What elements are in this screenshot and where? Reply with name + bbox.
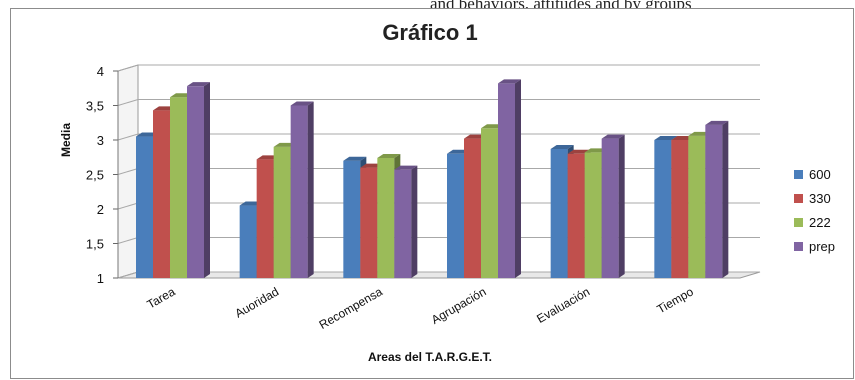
bar-front [654,140,672,278]
chart-title: Gráfico 1 [382,20,477,45]
bar-front [290,105,308,278]
legend-swatch [794,218,803,227]
bar-front [343,160,361,278]
bar-front [567,153,585,278]
x-tick-label: Tiempo [655,284,697,316]
y-axis-ticks: 1 1,5 2 2,5 3 3,5 4 [86,64,119,286]
bar-side [618,134,625,278]
bar-front [705,124,723,278]
legend-label: prep [809,239,835,254]
legend-swatch [794,194,803,203]
y-tick-label: 1,5 [86,237,104,252]
legend-swatch [794,242,803,251]
bar-top [187,82,210,87]
bar-front [239,205,257,278]
bar-front [550,148,568,278]
bar-prep-tarea [187,82,210,279]
legend: 600 330 222 prep [794,167,835,254]
y-tick-label: 4 [97,64,104,79]
x-axis-categories: Tarea Auoridad Recompensa Agrupación Evaluac… [144,284,696,332]
bar-front [671,140,689,278]
bar-front [136,136,153,278]
bar-front [584,152,602,278]
bar-prep-auoridad [290,101,314,278]
bar-side [204,82,210,279]
bar-side [722,120,729,278]
y-tick-label: 1 [97,271,104,286]
bar-front [447,153,464,278]
bar-front [256,159,274,278]
bar-side [515,79,521,278]
bar-front [360,167,378,278]
bar-front [170,97,187,278]
bar-top [394,165,418,170]
x-tick-label: Tarea [144,284,177,311]
y-tick-label: 2 [97,202,104,217]
y-axis-label: Media [59,123,73,157]
x-tick-label: Agrupación [429,284,489,326]
bars [136,79,729,279]
x-tick-label: Auoridad [233,284,282,320]
bar-prep-tiempo [705,120,729,278]
y-tick-label: 3,5 [86,99,104,114]
bar-side [411,165,418,278]
bar-prep-recompensa [394,165,418,278]
bar-front [688,135,706,278]
bar-front [481,128,498,278]
bar-top [654,136,678,140]
legend-label: 222 [809,215,831,230]
x-tick-label: Recompensa [317,284,386,332]
bar-top [601,134,625,139]
bar-top [550,144,574,149]
legend-label: 330 [809,191,831,206]
gridline [117,133,760,141]
gridline [117,99,760,106]
bar-side [307,101,314,278]
bar-top [498,79,521,84]
bar-front [153,110,170,278]
bar-front [498,83,515,278]
bar-prep-agrupación [498,79,521,278]
bar-front [187,86,204,279]
legend-label: 600 [809,167,831,182]
bar-front [377,157,395,278]
gridline [117,64,760,72]
bar-top [290,101,314,106]
bar-prep-evaluación [601,134,625,278]
bar-front [394,169,412,278]
y-tick-label: 3 [97,133,104,148]
bar-front [464,138,481,278]
x-tick-label: Evaluación [534,284,592,325]
y-tick-label: 2,5 [86,168,104,183]
bar-top [343,156,367,161]
bar-front [273,146,291,278]
bar-top [377,153,401,158]
bar-top [705,120,729,125]
bar-front [601,138,619,278]
legend-swatch [794,170,803,179]
x-axis-label: Areas del T.A.R.G.E.T. [368,350,492,364]
